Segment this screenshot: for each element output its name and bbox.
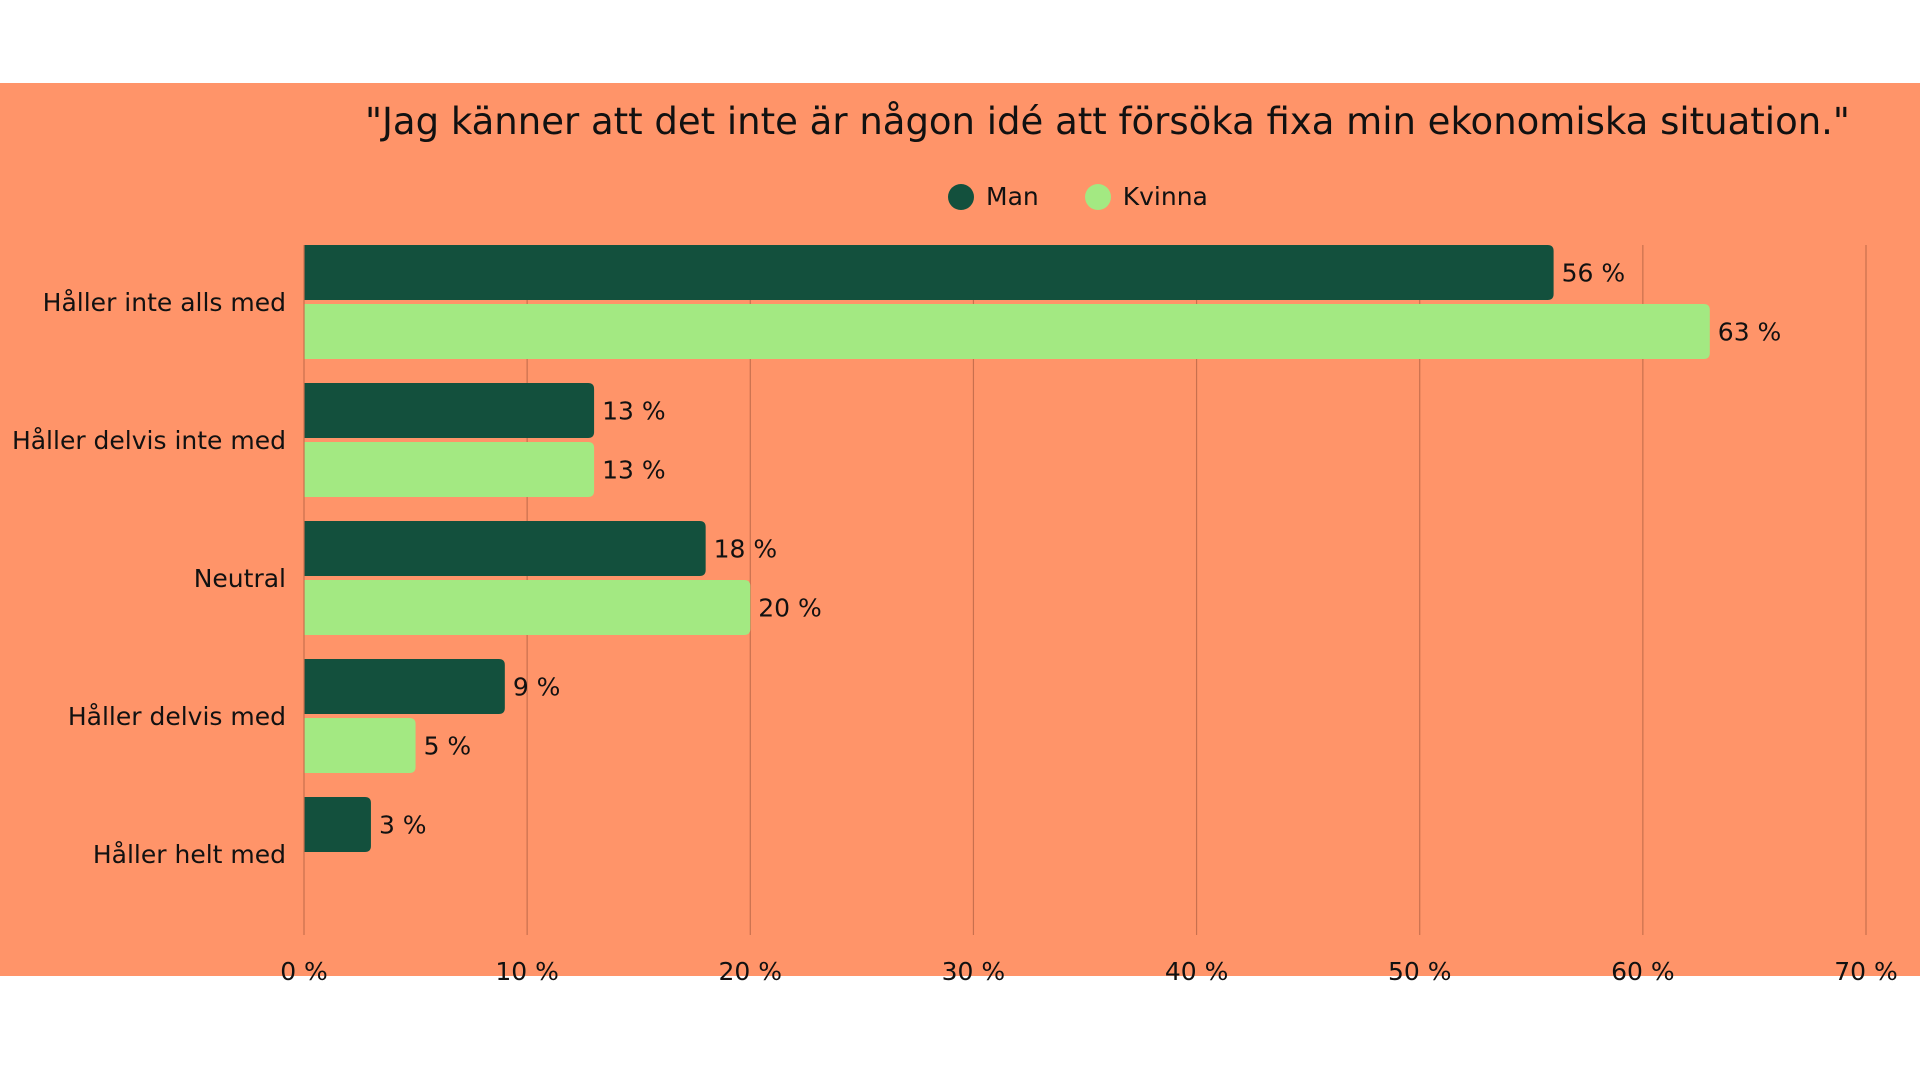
category-label: Håller delvis inte med (12, 426, 286, 455)
bar-man (304, 659, 505, 714)
data-label: 13 % (602, 397, 666, 426)
bar-man (304, 521, 706, 576)
x-tick-label: 20 % (719, 957, 783, 986)
legend-marker-kvinna (1084, 183, 1111, 210)
legend-entry-man: Man (948, 182, 1039, 211)
bar-kvinna (304, 718, 416, 773)
category-label: Håller delvis med (68, 702, 286, 731)
category-label: Håller inte alls med (43, 288, 286, 317)
x-tick-label: 10 % (495, 957, 559, 986)
data-label: 9 % (513, 673, 561, 702)
bar-kvinna (304, 442, 595, 497)
category-label: Neutral (194, 564, 286, 593)
data-label: 18 % (714, 535, 778, 564)
data-label: 5 % (424, 732, 472, 761)
legend-entry-kvinna: Kvinna (1084, 182, 1208, 211)
category-label: Håller helt med (93, 840, 286, 869)
data-label: 20 % (758, 594, 822, 623)
chart-title: "Jag känner att det inte är någon idé at… (365, 100, 1850, 143)
bar-man (304, 245, 1554, 300)
legend-marker-man (948, 183, 974, 210)
legend-label-man: Man (986, 182, 1039, 211)
x-tick-label: 60 % (1611, 957, 1675, 986)
data-label: 13 % (602, 456, 666, 485)
bar-kvinna (304, 304, 1710, 359)
x-tick-label: 70 % (1834, 957, 1898, 986)
bar-man (304, 383, 595, 438)
x-tick-label: 0 % (280, 957, 328, 986)
data-label: 3 % (379, 811, 427, 840)
bar-kvinna (304, 580, 751, 635)
x-tick-label: 40 % (1165, 957, 1229, 986)
legend-label-kvinna: Kvinna (1122, 182, 1208, 211)
data-label: 56 % (1562, 259, 1626, 288)
data-label: 63 % (1718, 318, 1782, 347)
bar-man (304, 797, 371, 852)
x-tick-label: 30 % (942, 957, 1006, 986)
legend: Man Kvinna (948, 182, 1208, 211)
x-tick-label: 50 % (1388, 957, 1452, 986)
